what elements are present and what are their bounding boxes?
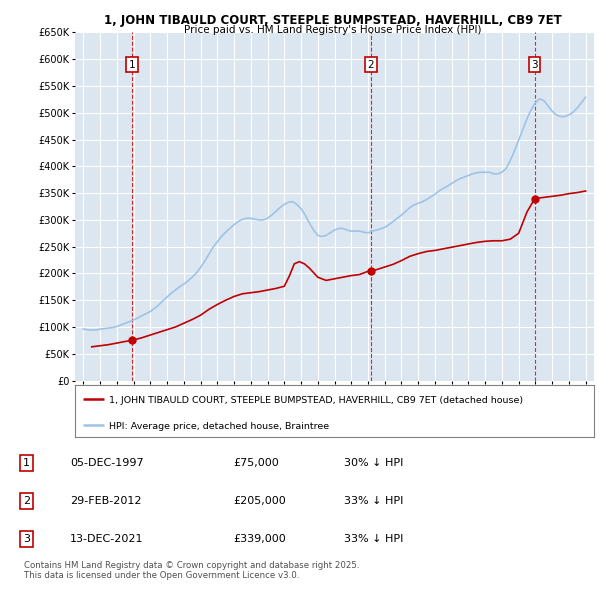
Text: 1, JOHN TIBAULD COURT, STEEPLE BUMPSTEAD, HAVERHILL, CB9 7ET: 1, JOHN TIBAULD COURT, STEEPLE BUMPSTEAD… <box>104 14 562 27</box>
Text: 2: 2 <box>23 496 30 506</box>
Text: £75,000: £75,000 <box>233 458 279 468</box>
Text: 1: 1 <box>23 458 30 468</box>
Text: 33% ↓ HPI: 33% ↓ HPI <box>344 534 403 544</box>
Text: 3: 3 <box>531 60 538 70</box>
Text: 13-DEC-2021: 13-DEC-2021 <box>70 534 144 544</box>
Text: HPI: Average price, detached house, Braintree: HPI: Average price, detached house, Brai… <box>109 422 329 431</box>
Text: 1: 1 <box>129 60 136 70</box>
Text: 3: 3 <box>23 534 30 544</box>
Text: 30% ↓ HPI: 30% ↓ HPI <box>344 458 403 468</box>
Text: Contains HM Land Registry data © Crown copyright and database right 2025.
This d: Contains HM Land Registry data © Crown c… <box>23 560 359 580</box>
Text: 29-FEB-2012: 29-FEB-2012 <box>70 496 142 506</box>
Text: 2: 2 <box>368 60 374 70</box>
Text: Price paid vs. HM Land Registry's House Price Index (HPI): Price paid vs. HM Land Registry's House … <box>184 25 482 35</box>
Text: 1, JOHN TIBAULD COURT, STEEPLE BUMPSTEAD, HAVERHILL, CB9 7ET (detached house): 1, JOHN TIBAULD COURT, STEEPLE BUMPSTEAD… <box>109 396 523 405</box>
Text: 33% ↓ HPI: 33% ↓ HPI <box>344 496 403 506</box>
Text: 05-DEC-1997: 05-DEC-1997 <box>70 458 144 468</box>
Text: £205,000: £205,000 <box>233 496 286 506</box>
Text: £339,000: £339,000 <box>233 534 286 544</box>
